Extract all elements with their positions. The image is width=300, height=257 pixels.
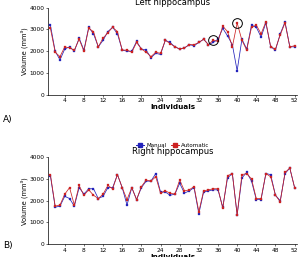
Text: A): A) xyxy=(3,115,13,124)
Text: B): B) xyxy=(3,241,13,250)
Y-axis label: Volume (mm³): Volume (mm³) xyxy=(21,27,28,75)
Legend: Manual, Automatic: Manual, Automatic xyxy=(136,143,209,148)
X-axis label: Individuals: Individuals xyxy=(150,254,195,257)
Title: Right hippocampus: Right hippocampus xyxy=(132,148,213,157)
X-axis label: Individuals: Individuals xyxy=(150,105,195,111)
Title: Left hippocampus: Left hippocampus xyxy=(135,0,210,7)
Y-axis label: Volume (mm³): Volume (mm³) xyxy=(21,177,28,225)
